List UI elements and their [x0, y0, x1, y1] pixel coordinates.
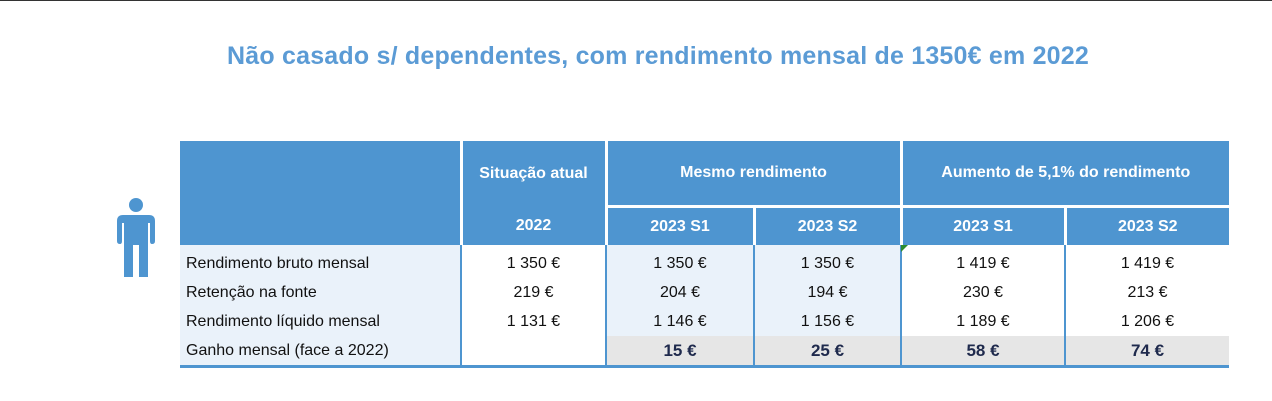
subheader-aumento-s2: 2023 S2 [1063, 205, 1230, 245]
header-aumento: Aumento de 5,1% do rendimento [899, 141, 1230, 207]
gain-cell: 58 € [900, 336, 1065, 367]
row-label: Ganho mensal (face a 2022) [180, 336, 461, 367]
page-title: Não casado s/ dependentes, com rendiment… [227, 42, 1089, 70]
cell: 194 € [753, 278, 901, 307]
cell: 1 350 € [753, 245, 901, 278]
cell: 204 € [605, 278, 754, 307]
cell: 1 189 € [900, 307, 1065, 336]
gain-cell: 25 € [753, 336, 901, 367]
cell: 213 € [1063, 278, 1230, 307]
subheader-mesmo-s2: 2023 S2 [752, 205, 901, 245]
person-icon [117, 198, 155, 277]
subheader-mesmo-s1: 2023 S1 [604, 205, 754, 245]
cell-comment-marker [901, 245, 908, 252]
cell: 1 350 € [460, 245, 606, 278]
cell: 1 419 € [900, 245, 1065, 278]
cell: 1 350 € [605, 245, 754, 278]
cell: 1 131 € [460, 307, 606, 336]
cell [460, 336, 606, 367]
subheader-aumento-s1: 2023 S1 [899, 205, 1065, 245]
top-border [0, 0, 1272, 1]
cell: 1 206 € [1063, 307, 1230, 336]
table-row-gain: Ganho mensal (face a 2022) 15 € 25 € 58 … [180, 336, 1230, 367]
row-label: Retenção na fonte [180, 278, 461, 307]
cell: 1 156 € [753, 307, 901, 336]
corner-header [180, 141, 461, 245]
cell: 1 419 € [1063, 245, 1230, 278]
header-mesmo-rendimento: Mesmo rendimento [604, 141, 901, 207]
table-row: Rendimento líquido mensal 1 131 € 1 146 … [180, 307, 1230, 336]
cell: 230 € [900, 278, 1065, 307]
cell: 1 146 € [605, 307, 754, 336]
income-table: Situação atual Mesmo rendimento Aumento … [180, 141, 1230, 368]
row-label: Rendimento líquido mensal [180, 307, 461, 336]
row-label: Rendimento bruto mensal [180, 245, 461, 278]
gain-cell: 74 € [1063, 336, 1230, 367]
gain-cell: 15 € [605, 336, 754, 367]
table-row: Retenção na fonte 219 € 204 € 194 € 230 … [180, 278, 1230, 307]
header-situacao-atual: Situação atual [459, 141, 606, 207]
table-row: Rendimento bruto mensal 1 350 € 1 350 € … [180, 245, 1230, 278]
subheader-2022: 2022 [459, 206, 606, 245]
cell: 219 € [460, 278, 606, 307]
